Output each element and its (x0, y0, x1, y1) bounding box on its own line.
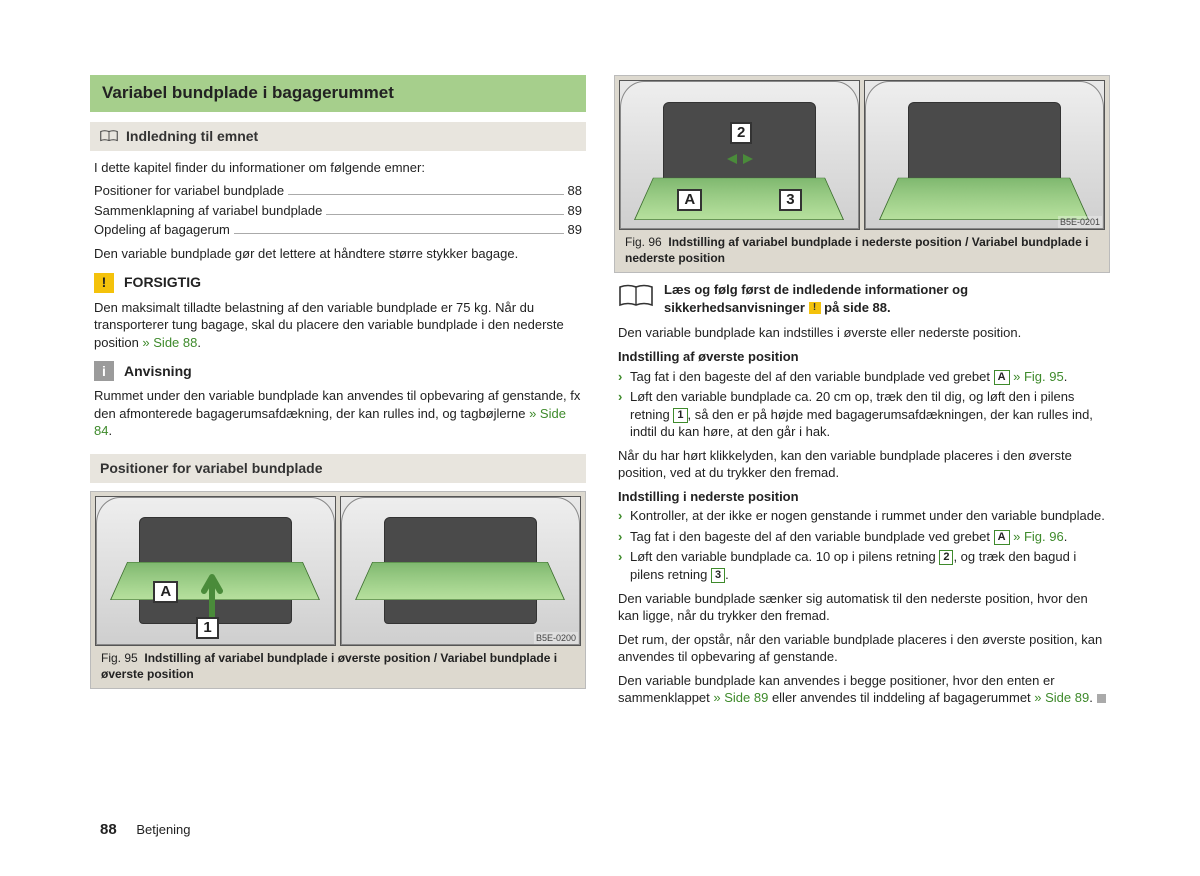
info-icon: i (94, 361, 114, 381)
li-text: Tag fat i den bageste del af den variabl… (630, 529, 994, 544)
li-text: . (1064, 529, 1068, 544)
list-item: Løft den variable bundplade ca. 20 cm op… (618, 388, 1106, 441)
lower-list: Kontroller, at der ikke er nogen genstan… (614, 507, 1110, 583)
para-last-b: eller anvendes til inddeling af bagageru… (768, 690, 1034, 705)
intro-heading-text: Indledning til emnet (126, 127, 258, 146)
book-icon (618, 283, 654, 309)
figure-96-image-left: 2 A 3 (619, 80, 860, 230)
list-item: Tag fat i den bageste del af den variabl… (618, 368, 1106, 386)
para-last-c: . (1089, 690, 1093, 705)
list-item: Kontroller, at der ikke er nogen genstan… (618, 507, 1106, 525)
li-text: Tag fat i den bageste del af den variabl… (630, 369, 994, 384)
image-code: B5E-0201 (1058, 216, 1102, 228)
key-A: A (994, 530, 1010, 545)
fig-link[interactable]: » Fig. 95 (1010, 369, 1064, 384)
read-first-text: Læs og følg først de indledende informat… (664, 281, 1106, 316)
toc-label: Opdeling af bagagerum (94, 221, 230, 239)
intro-line: I dette kapitel finder du informationer … (90, 159, 586, 177)
li-text: , så den er på højde med bagagerumsafdæk… (630, 407, 1093, 440)
figure-96-caption: Fig. 96 Indstilling af variabel bundplad… (619, 230, 1105, 266)
image-code: B5E-0200 (534, 632, 578, 644)
figure-caption-text: Indstilling af variabel bundplade i øver… (101, 651, 557, 681)
toc-row: Opdeling af bagagerum 89 (90, 221, 586, 239)
figure-prefix: Fig. 95 (101, 651, 138, 665)
page-title: Variabel bundplade i bagagerummet (90, 75, 586, 112)
figure-95-caption: Fig. 95 Indstilling af variabel bundplad… (95, 646, 581, 682)
arrow-hitch-icon (725, 152, 755, 166)
page-number: 88 (100, 821, 117, 838)
caution-icon: ! (94, 273, 114, 293)
callout-label-A: A (677, 189, 702, 211)
toc-label: Positioner for variabel bundplade (94, 182, 284, 200)
key-2: 2 (939, 550, 953, 565)
para-room: Det rum, der opstår, når den variable bu… (614, 631, 1110, 666)
note-text-a: Rummet under den variable bundplade kan … (94, 388, 580, 421)
caution-icon: ! (809, 302, 821, 314)
li-text: . (725, 567, 729, 582)
page-footer: 88 Betjening (100, 820, 191, 840)
toc-row: Positioner for variabel bundplade 88 (90, 182, 586, 200)
caution-heading: ! FORSIGTIG (94, 273, 586, 293)
read-first: Læs og følg først de indledende informat… (614, 281, 1110, 316)
section-name: Betjening (136, 822, 190, 837)
figure-96-image-right: B5E-0201 (864, 80, 1105, 230)
para-auto: Den variable bundplade sænker sig automa… (614, 590, 1110, 625)
page-link[interactable]: » Side 89 (713, 690, 768, 705)
read-first-b: på side 88. (821, 300, 891, 315)
page-link[interactable]: » Side 88 (142, 335, 197, 350)
figure-95: A 1 B5E-0200 Fig. 95 Indstilling af vari… (90, 491, 586, 689)
list-item: Løft den variable bundplade ca. 10 op i … (618, 548, 1106, 583)
callout-label-A: A (153, 581, 178, 603)
right-column: 2 A 3 B5E-0201 Fig. 96 Indstilling af va… (614, 75, 1110, 713)
toc-leader (234, 233, 564, 234)
toc-label: Sammenklapning af variabel bundplade (94, 202, 322, 220)
toc-page: 88 (568, 182, 582, 200)
upper-after: Når du har hørt klikkelyden, kan den var… (614, 447, 1110, 482)
figure-95-image-right: B5E-0200 (340, 496, 581, 646)
book-icon (100, 130, 118, 142)
caution-text: Den maksimalt tilladte belastning af den… (90, 299, 586, 352)
right-sentence: Den variable bundplade kan indstilles i … (614, 324, 1110, 342)
lower-heading: Indstilling i nederste position (614, 488, 1110, 506)
toc-row: Sammenklapning af variabel bundplade 89 (90, 202, 586, 220)
upper-list: Tag fat i den bageste del af den variabl… (614, 368, 1110, 441)
upper-heading: Indstilling af øverste position (614, 348, 1110, 366)
key-1: 1 (673, 408, 687, 423)
fig-link[interactable]: » Fig. 96 (1010, 529, 1064, 544)
li-text: Løft den variable bundplade ca. 10 op i … (630, 549, 939, 564)
intro-paragraph: Den variable bundplade gør det lettere a… (90, 245, 586, 263)
para-last: Den variable bundplade kan anvendes i be… (614, 672, 1110, 707)
note-text: Rummet under den variable bundplade kan … (90, 387, 586, 440)
toc-leader (288, 194, 563, 195)
end-mark (1097, 694, 1106, 703)
note-heading: i Anvisning (94, 361, 586, 381)
figure-caption-text: Indstilling af variabel bundplade i nede… (625, 235, 1088, 265)
note-title: Anvisning (124, 362, 192, 381)
key-A: A (994, 370, 1010, 385)
caution-title: FORSIGTIG (124, 273, 201, 292)
left-column: Variabel bundplade i bagagerummet Indled… (90, 75, 586, 713)
figure-95-image-left: A 1 (95, 496, 336, 646)
callout-label-3: 3 (779, 189, 801, 211)
callout-label-2: 2 (730, 122, 752, 144)
key-3: 3 (711, 568, 725, 583)
callout-label-1: 1 (196, 617, 218, 639)
section-heading: Positioner for variabel bundplade (90, 454, 586, 483)
page-link[interactable]: » Side 89 (1034, 690, 1089, 705)
toc-page: 89 (568, 221, 582, 239)
note-text-b: . (108, 423, 112, 438)
toc-page: 89 (568, 202, 582, 220)
toc-leader (326, 214, 563, 215)
list-item: Tag fat i den bageste del af den variabl… (618, 528, 1106, 546)
figure-prefix: Fig. 96 (625, 235, 662, 249)
intro-heading: Indledning til emnet (90, 122, 586, 151)
caution-text-b: . (197, 335, 201, 350)
figure-96: 2 A 3 B5E-0201 Fig. 96 Indstilling af va… (614, 75, 1110, 273)
li-text: . (1064, 369, 1068, 384)
